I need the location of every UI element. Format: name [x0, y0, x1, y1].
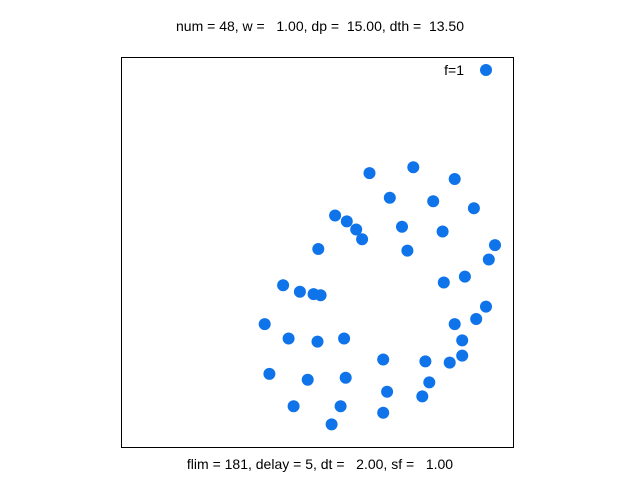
- data-point: [301, 373, 314, 386]
- data-point: [427, 195, 440, 208]
- data-point: [338, 332, 351, 345]
- data-point: [456, 334, 469, 347]
- data-point: [287, 400, 300, 413]
- data-point: [480, 300, 492, 313]
- data-point: [329, 209, 342, 222]
- data-point: [448, 173, 461, 185]
- data-point: [448, 318, 461, 331]
- data-point: [263, 367, 276, 380]
- data-point: [258, 318, 271, 331]
- data-point: [312, 243, 325, 255]
- data-point: [377, 406, 390, 419]
- data-point: [377, 353, 390, 366]
- data-point: [416, 390, 429, 403]
- data-point: [383, 191, 396, 204]
- data-point: [334, 400, 347, 413]
- data-point: [443, 356, 456, 369]
- data-point: [325, 418, 338, 431]
- data-point: [456, 349, 469, 362]
- legend: f=1: [444, 62, 492, 78]
- data-point: [314, 289, 327, 302]
- data-point: [282, 332, 295, 345]
- data-point: [436, 225, 449, 238]
- data-point: [277, 279, 290, 292]
- legend-label: f=1: [444, 62, 464, 78]
- chart-footer: flim = 181, delay = 5, dt = 2.00, sf = 1…: [186, 456, 454, 472]
- data-point: [437, 276, 450, 289]
- data-point: [401, 244, 414, 257]
- plot-frame: [121, 57, 514, 448]
- data-point: [339, 371, 352, 384]
- data-point: [350, 223, 363, 236]
- data-point: [467, 202, 480, 215]
- data-point: [458, 270, 471, 283]
- scatter-points: [258, 161, 501, 431]
- data-point: [363, 167, 376, 180]
- legend-marker: [480, 64, 492, 76]
- data-point: [419, 355, 432, 368]
- data-point: [340, 215, 353, 228]
- data-point: [381, 385, 394, 398]
- data-point: [423, 376, 436, 389]
- data-point: [482, 253, 495, 266]
- data-point: [470, 313, 483, 325]
- data-point: [489, 239, 501, 252]
- data-point: [407, 161, 420, 174]
- data-point: [396, 220, 408, 233]
- data-point: [356, 233, 369, 246]
- chart-title: num = 48, w = 1.00, dp = 15.00, dth = 13…: [176, 18, 464, 34]
- data-point: [293, 285, 306, 298]
- data-point: [311, 335, 324, 348]
